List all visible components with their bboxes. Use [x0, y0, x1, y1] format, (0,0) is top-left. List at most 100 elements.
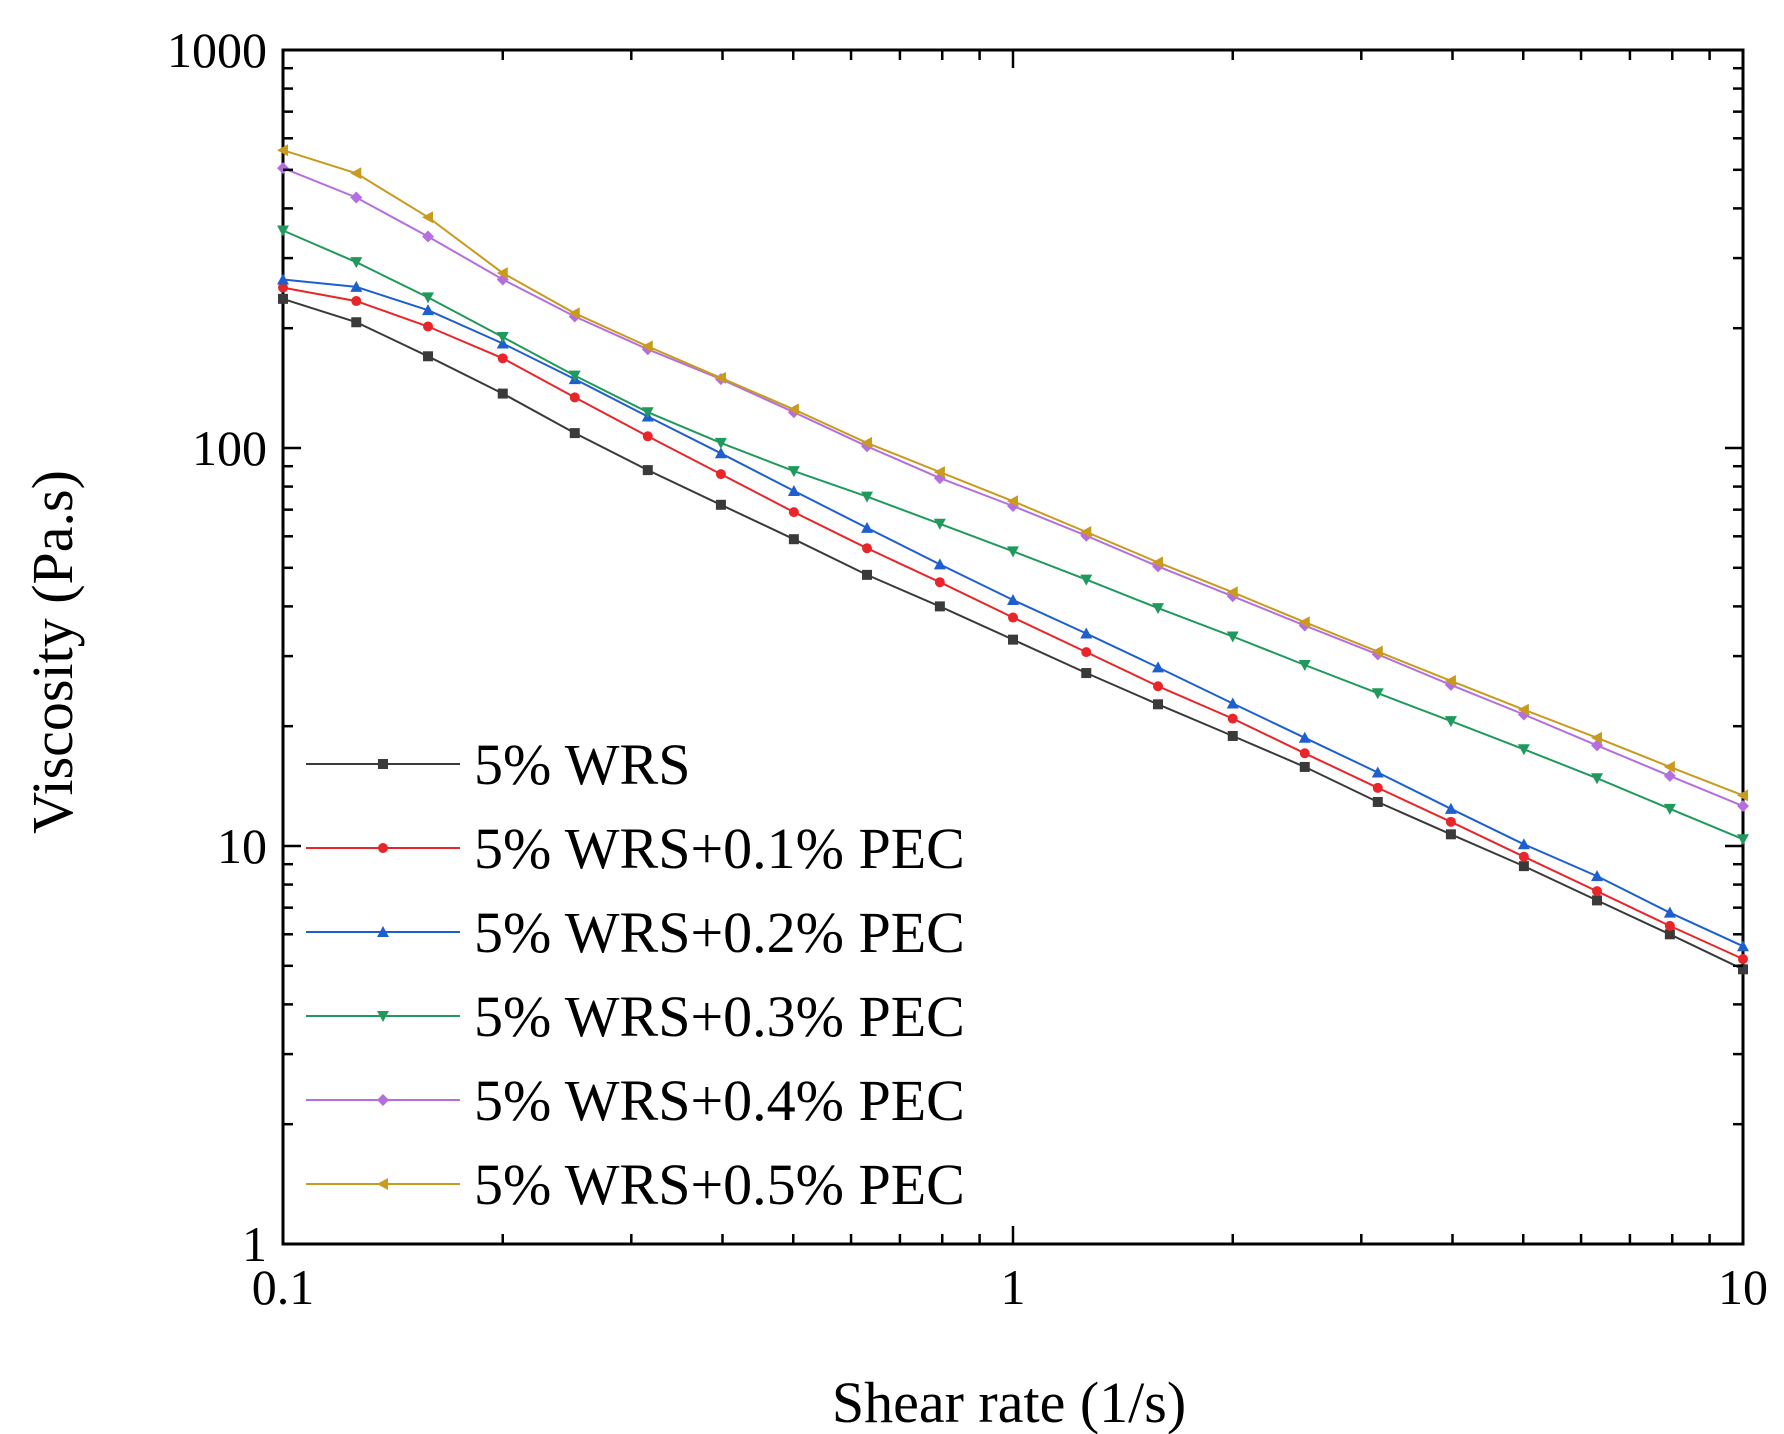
- data-point: [568, 307, 580, 320]
- y-axis-title: Viscosity (Pa.s): [20, 470, 85, 834]
- series-3: [277, 273, 1749, 952]
- data-point: [1008, 634, 1018, 645]
- data-point: [1591, 773, 1604, 785]
- data-point: [861, 436, 873, 449]
- data-point: [1663, 769, 1676, 782]
- x-tick-label: 1: [1001, 1259, 1026, 1315]
- data-point: [1591, 870, 1604, 882]
- data-point: [1737, 940, 1749, 952]
- data-point: [1299, 761, 1310, 772]
- data-point: [1152, 661, 1165, 673]
- data-point: [787, 403, 799, 416]
- data-point: [351, 296, 362, 307]
- data-point: [1518, 851, 1529, 862]
- legend-item-3: 5% WRS+0.2% PEC: [306, 900, 965, 965]
- data-point: [1737, 789, 1748, 802]
- data-point: [496, 332, 509, 344]
- y-tick-label: 1: [242, 1216, 267, 1272]
- series-1: [278, 293, 1748, 975]
- data-point: [1007, 495, 1018, 508]
- data-point: [1663, 760, 1675, 773]
- legend-item-6: 5% WRS+0.5% PEC: [306, 1152, 965, 1217]
- data-point: [933, 518, 946, 530]
- data-point: [715, 499, 726, 510]
- data-point: [1080, 574, 1093, 586]
- data-point: [422, 292, 435, 304]
- data-point: [1445, 816, 1456, 827]
- axes-frame-group: [281, 48, 1745, 1246]
- legend-item-1: 5% WRS: [306, 732, 690, 797]
- series-6: [277, 144, 1748, 802]
- series-group: [277, 144, 1749, 975]
- legend-marker: [378, 843, 388, 853]
- data-point: [1663, 906, 1676, 918]
- data-point: [861, 521, 874, 533]
- legend-item-4: 5% WRS+0.3% PEC: [306, 984, 965, 1049]
- data-point: [351, 317, 362, 328]
- data-point: [933, 558, 946, 570]
- data-point: [715, 469, 726, 480]
- data-point: [1298, 659, 1311, 671]
- data-point: [1664, 929, 1675, 940]
- legend-label: 5% WRS: [474, 732, 690, 797]
- x-axis-title: Shear rate (1/s): [832, 1370, 1186, 1434]
- data-point: [862, 569, 873, 580]
- data-point: [1371, 766, 1384, 778]
- data-point: [787, 466, 800, 478]
- data-point: [1298, 616, 1310, 629]
- plot-frame: [281, 48, 1745, 1246]
- data-point: [1444, 674, 1456, 687]
- data-point: [1371, 645, 1383, 658]
- data-point: [278, 293, 288, 304]
- data-point: [1738, 964, 1748, 975]
- data-point: [496, 267, 508, 280]
- x-tick-label: 10: [1718, 1259, 1768, 1315]
- y-tick-label: 1000: [167, 22, 267, 78]
- data-point: [423, 351, 434, 362]
- data-point: [1007, 594, 1019, 606]
- data-point: [1663, 803, 1676, 815]
- data-point: [642, 431, 653, 442]
- data-point: [861, 491, 874, 503]
- data-point: [641, 407, 654, 419]
- data-point: [788, 534, 799, 545]
- data-point: [497, 388, 508, 399]
- legend-label: 5% WRS+0.4% PEC: [474, 1068, 965, 1133]
- legend-marker: [377, 1178, 388, 1190]
- data-point: [1591, 731, 1603, 744]
- data-point: [1153, 699, 1164, 710]
- data-point: [422, 230, 435, 243]
- data-point: [1226, 631, 1239, 643]
- data-point: [422, 211, 434, 224]
- data-point: [1226, 586, 1238, 599]
- data-point: [568, 370, 581, 382]
- legend-label: 5% WRS+0.2% PEC: [474, 900, 965, 965]
- data-point: [422, 304, 435, 316]
- data-point: [1299, 748, 1310, 759]
- data-point: [350, 280, 363, 292]
- data-point: [350, 167, 362, 180]
- data-point: [714, 371, 726, 384]
- data-point: [1152, 603, 1165, 615]
- y-tick-label: 10: [217, 818, 267, 874]
- series-4: [277, 225, 1749, 846]
- data-point: [1592, 886, 1603, 897]
- legend-label: 5% WRS+0.1% PEC: [474, 816, 965, 881]
- data-point: [1371, 688, 1384, 700]
- data-point: [569, 392, 580, 403]
- data-point: [934, 601, 945, 612]
- data-point: [1445, 829, 1456, 840]
- legend-label: 5% WRS+0.3% PEC: [474, 984, 965, 1049]
- data-point: [714, 437, 727, 449]
- y-tick-label: 100: [192, 420, 267, 476]
- data-point: [277, 162, 289, 175]
- data-point: [423, 321, 434, 332]
- data-point: [277, 273, 289, 285]
- data-point: [569, 428, 580, 439]
- data-point: [1152, 556, 1164, 569]
- data-point: [862, 543, 873, 554]
- data-point: [788, 507, 799, 518]
- data-point: [350, 257, 363, 269]
- data-point: [714, 447, 727, 459]
